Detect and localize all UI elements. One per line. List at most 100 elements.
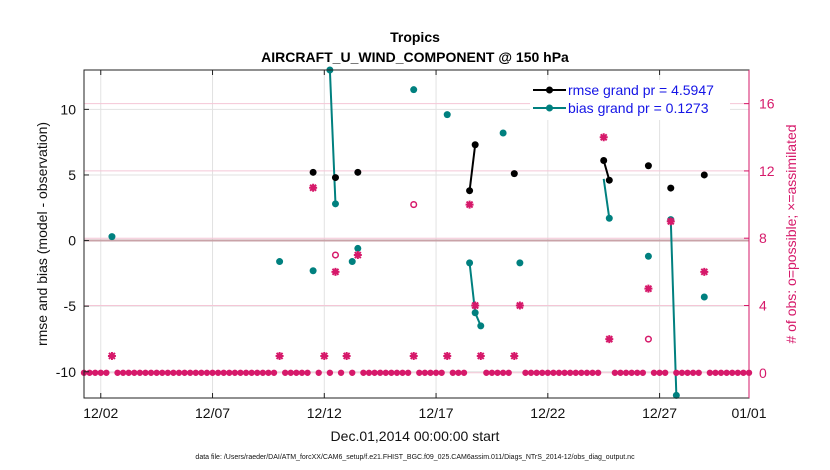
obs-assimilated-point	[399, 369, 406, 376]
bias-point	[516, 259, 524, 267]
bias-line-segment	[669, 219, 678, 396]
y-tick-label: -10	[56, 364, 76, 380]
rmse-point	[466, 187, 474, 195]
asterisk-core	[109, 353, 115, 359]
obs-assimilated-point	[209, 369, 216, 376]
x-tick-label: 12/07	[195, 405, 230, 421]
obs-assimilated-point	[689, 369, 697, 376]
bias-point	[499, 129, 507, 137]
asterisk-core	[607, 336, 612, 342]
obs-assimilated-point	[544, 369, 552, 376]
obs-assimilated-point	[186, 369, 194, 376]
obs-assimilated-point	[125, 369, 132, 376]
obs-assimilated-point	[371, 369, 378, 376]
asterisk-core	[512, 353, 517, 359]
obs-assimilated-point	[510, 351, 519, 360]
bias-point	[348, 258, 356, 266]
asterisk-core	[646, 286, 651, 291]
obs-assimilated-point	[572, 369, 579, 376]
rmse-point	[471, 141, 479, 149]
obs-assimilated-point	[533, 369, 540, 376]
obs-assimilated-point	[181, 369, 188, 376]
obs-assimilated-point	[416, 369, 423, 376]
obs-assimilated-point	[740, 369, 747, 376]
obs-assimilated-point	[611, 369, 619, 376]
y2-tick-label: 0	[759, 365, 767, 381]
bias-line-segment	[468, 262, 482, 327]
obs-assimilated-point	[376, 369, 384, 376]
obs-assimilated-point	[634, 369, 641, 376]
obs-assimilated-point	[382, 369, 389, 376]
bias-point	[410, 86, 418, 94]
asterisk-core	[668, 219, 673, 224]
x-tick-label: 01/01	[731, 405, 766, 421]
obs-assimilated-point	[342, 351, 351, 360]
asterisk-core	[601, 135, 606, 140]
asterisk-core	[333, 269, 338, 275]
asterisk-core	[344, 353, 349, 359]
y-tick-label: -5	[64, 298, 77, 314]
x-tick-label: 12/02	[83, 405, 118, 421]
legend: rmse grand pr = 4.5947 bias grand pr = 0…	[530, 80, 730, 120]
obs-assimilated-point	[91, 369, 99, 376]
obs-assimilated-point	[203, 369, 211, 376]
rmse-point	[667, 184, 675, 192]
y2-tick-label: 16	[759, 96, 775, 112]
rmse-point	[309, 168, 317, 176]
obs-assimilated-point	[231, 369, 239, 376]
obs-assimilated-point	[717, 369, 725, 376]
obs-assimilated-point	[220, 369, 227, 376]
obs-assimilated-point	[438, 369, 445, 376]
obs-assimilated-point	[349, 369, 356, 376]
asterisk-core	[472, 303, 478, 308]
obs-assimilated-point	[706, 369, 714, 376]
y-tick-label: 10	[60, 101, 76, 117]
obs-assimilated-point	[515, 301, 524, 310]
obs-assimilated-point	[131, 369, 138, 376]
obs-assimilated-point	[159, 369, 166, 376]
obs-assimilated-point	[432, 369, 440, 376]
obs-assimilated-point	[578, 369, 585, 376]
obs-possible-point	[410, 201, 418, 209]
obs-assimilated-point	[175, 369, 183, 376]
asterisk-core	[478, 353, 483, 359]
obs-assimilated-point	[622, 369, 630, 376]
bias-line-segment	[602, 178, 611, 219]
asterisk-core	[467, 202, 472, 207]
obs-assimilated-point	[583, 369, 591, 376]
obs-assimilated-point	[617, 369, 624, 376]
obs-assimilated-point	[712, 369, 719, 376]
obs-assimilated-point	[527, 369, 535, 376]
y2-tick-label: 12	[759, 163, 775, 179]
obs-assimilated-point	[298, 369, 306, 376]
rmse-line-segment	[468, 144, 477, 191]
series-points	[80, 66, 753, 399]
obs-assimilated-point	[259, 369, 267, 376]
bias-point	[466, 259, 474, 267]
obs-assimilated-point	[393, 369, 401, 376]
obs-assimilated-point	[248, 369, 255, 376]
obs-assimilated-point	[455, 369, 462, 376]
obs-assimilated-point	[539, 369, 546, 376]
y-axis-label: rmse and bias (model - observation)	[34, 122, 50, 346]
obs-assimilated-point	[561, 369, 568, 376]
obs-assimilated-point	[153, 369, 160, 376]
obs-assimilated-point	[555, 369, 563, 376]
x-tick-label: 12/17	[419, 405, 454, 421]
rmse-point	[331, 174, 339, 182]
asterisk-core	[411, 353, 416, 359]
obs-assimilated-point	[237, 369, 244, 376]
obs-assimilated-point	[488, 369, 496, 376]
bias-point	[700, 293, 708, 301]
obs-assimilated-point	[353, 251, 362, 260]
bias-point	[331, 200, 339, 208]
asterisk-core	[355, 252, 361, 258]
rmse-point	[605, 176, 613, 184]
obs-assimilated-point	[275, 351, 284, 360]
obs-assimilated-point	[242, 369, 250, 376]
rmse-point	[600, 157, 608, 165]
obs-assimilated-point	[315, 369, 322, 376]
obs-assimilated-point	[483, 369, 490, 376]
bias-point	[309, 267, 317, 275]
obs-assimilated-point	[265, 369, 272, 376]
